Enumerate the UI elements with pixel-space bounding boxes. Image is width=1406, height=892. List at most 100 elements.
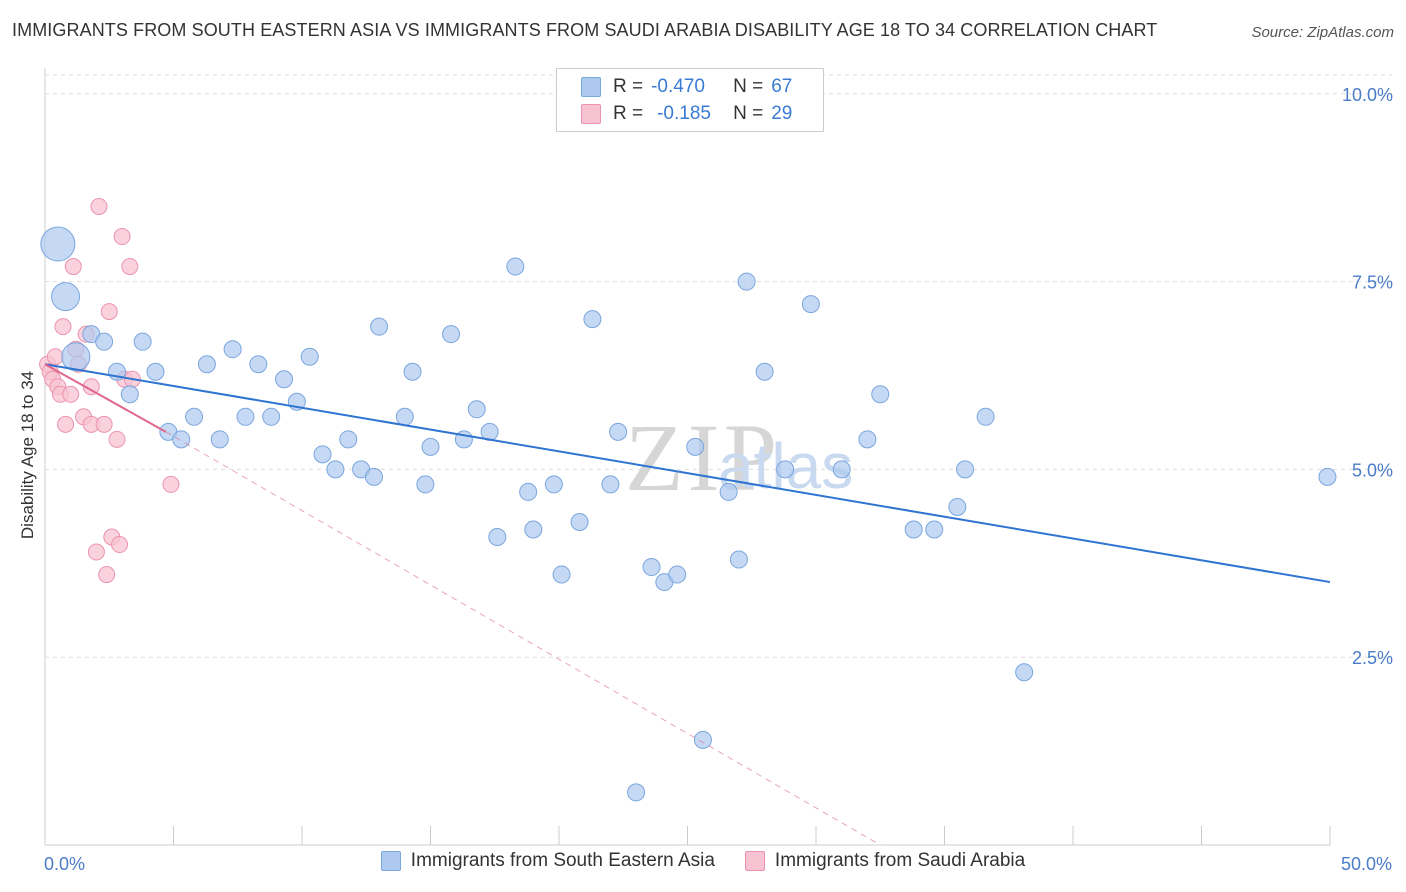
r-label: R = [613,76,644,97]
data-point-south-eastern-asia [364,467,383,486]
data-point-south-eastern-asia [627,783,646,802]
chart-title: IMMIGRANTS FROM SOUTH EASTERN ASIA VS IM… [12,20,1158,40]
data-point-south-eastern-asia [185,407,204,426]
data-point-saudi-arabia [54,318,72,336]
series-south-eastern-asia [40,226,1337,802]
data-point-saudi-arabia [113,228,131,246]
data-point-south-eastern-asia [370,317,389,336]
data-point-saudi-arabia [162,475,180,493]
trend-lines [44,363,1331,846]
data-point-south-eastern-asia [583,310,602,329]
data-point-south-eastern-asia [51,282,81,312]
bottom-legend: Immigrants from South Eastern Asia Immig… [0,850,1406,872]
x-tick-label: 50.0% [1341,854,1392,874]
data-point-south-eastern-asia [249,355,268,374]
data-point-south-eastern-asia [776,460,795,479]
n-label: N = [733,103,764,124]
data-point-saudi-arabia [98,566,116,584]
data-point-saudi-arabia [121,258,139,276]
data-point-south-eastern-asia [544,475,563,494]
data-point-saudi-arabia [46,348,64,366]
data-point-south-eastern-asia [524,520,543,539]
watermark-zip: ZIP [625,404,781,511]
data-point-south-eastern-asia [1015,663,1034,682]
legend-label: Immigrants from Saudi Arabia [774,850,1026,871]
data-point-south-eastern-asia [642,558,661,577]
blue-swatch-icon [581,77,601,97]
trend-line-saudi-arabia-extrapolated [165,431,881,846]
y-tick-label: 2.5% [1352,648,1393,668]
data-point-south-eastern-asia [1318,467,1337,486]
stats-row-blue: R = -0.470 N = 67 [581,74,792,100]
data-point-south-eastern-asia [552,565,571,584]
data-point-south-eastern-asia [948,497,967,516]
data-point-south-eastern-asia [755,362,774,381]
data-point-south-eastern-asia [729,550,748,569]
data-point-south-eastern-asia [858,430,877,449]
data-point-saudi-arabia [111,536,129,554]
r-label: R = [613,103,644,124]
data-point-south-eastern-asia [488,528,507,546]
data-point-south-eastern-asia [403,362,422,381]
stats-legend: R = -0.470 N = 67 R = -0.185 N = 29 [556,68,824,132]
data-point-south-eastern-asia [300,347,319,366]
data-point-south-eastern-asia [506,257,525,276]
data-point-saudi-arabia [64,258,82,276]
data-point-south-eastern-asia [313,445,332,464]
data-point-south-eastern-asia [421,437,440,456]
data-point-saudi-arabia [108,430,126,448]
y-tick-label: 5.0% [1352,460,1393,480]
data-point-south-eastern-asia [120,385,139,404]
data-point-south-eastern-asia [146,362,165,381]
data-point-south-eastern-asia [570,512,589,531]
data-point-saudi-arabia [62,385,80,403]
n-value: 67 [771,76,793,97]
trend-line-south-eastern-asia [44,363,1331,584]
y-tick-labels: 2.5% 5.0% 7.5% 10.0% [1342,85,1393,668]
legend-label: Immigrants from South Eastern Asia [410,850,715,871]
data-point-saudi-arabia [90,197,108,215]
n-value: 29 [771,103,793,124]
data-point-south-eastern-asia [95,332,114,351]
data-point-south-eastern-asia [442,325,461,344]
data-point-south-eastern-asia [262,407,281,426]
n-label: N = [733,76,764,97]
data-point-south-eastern-asia [223,340,242,359]
r-value: -0.185 [657,103,711,124]
data-point-south-eastern-asia [871,385,890,404]
data-point-south-eastern-asia [719,482,738,501]
data-point-saudi-arabia [57,415,75,433]
data-point-south-eastern-asia [801,295,820,314]
data-point-south-eastern-asia [668,565,687,584]
legend-item-south-eastern-asia[interactable]: Immigrants from South Eastern Asia [380,850,715,872]
data-point-south-eastern-asia [832,460,851,479]
data-point-saudi-arabia [87,543,105,561]
data-point-saudi-arabia [100,303,118,321]
data-point-south-eastern-asia [172,430,191,449]
data-point-south-eastern-asia [925,520,944,539]
data-point-south-eastern-asia [956,460,975,479]
pink-square-icon [744,851,765,871]
legend-item-saudi-arabia[interactable]: Immigrants from Saudi Arabia [744,850,1026,872]
grid-lines [45,74,1392,658]
axes [44,68,1331,846]
data-point-south-eastern-asia [210,430,229,449]
data-point-south-eastern-asia [40,226,76,262]
y-axis-label: Disability Age 18 to 34 [18,370,37,540]
data-point-south-eastern-asia [416,475,435,494]
data-point-south-eastern-asia [686,437,705,456]
data-point-south-eastern-asia [197,355,216,374]
data-point-south-eastern-asia [467,400,486,419]
data-point-south-eastern-asia [737,272,756,291]
data-point-south-eastern-asia [609,422,628,441]
source-label: Source: ZipAtlas.com [1251,24,1394,41]
x-tick-labels: 0.0% 50.0% [44,854,1392,874]
blue-square-icon [380,851,401,871]
data-point-south-eastern-asia [904,520,923,539]
trend-line-saudi-arabia [44,363,167,433]
y-tick-label: 7.5% [1352,273,1393,293]
data-point-south-eastern-asia [236,407,255,426]
stats-row-pink: R = -0.185 N = 29 [581,101,792,127]
data-point-south-eastern-asia [61,342,91,372]
